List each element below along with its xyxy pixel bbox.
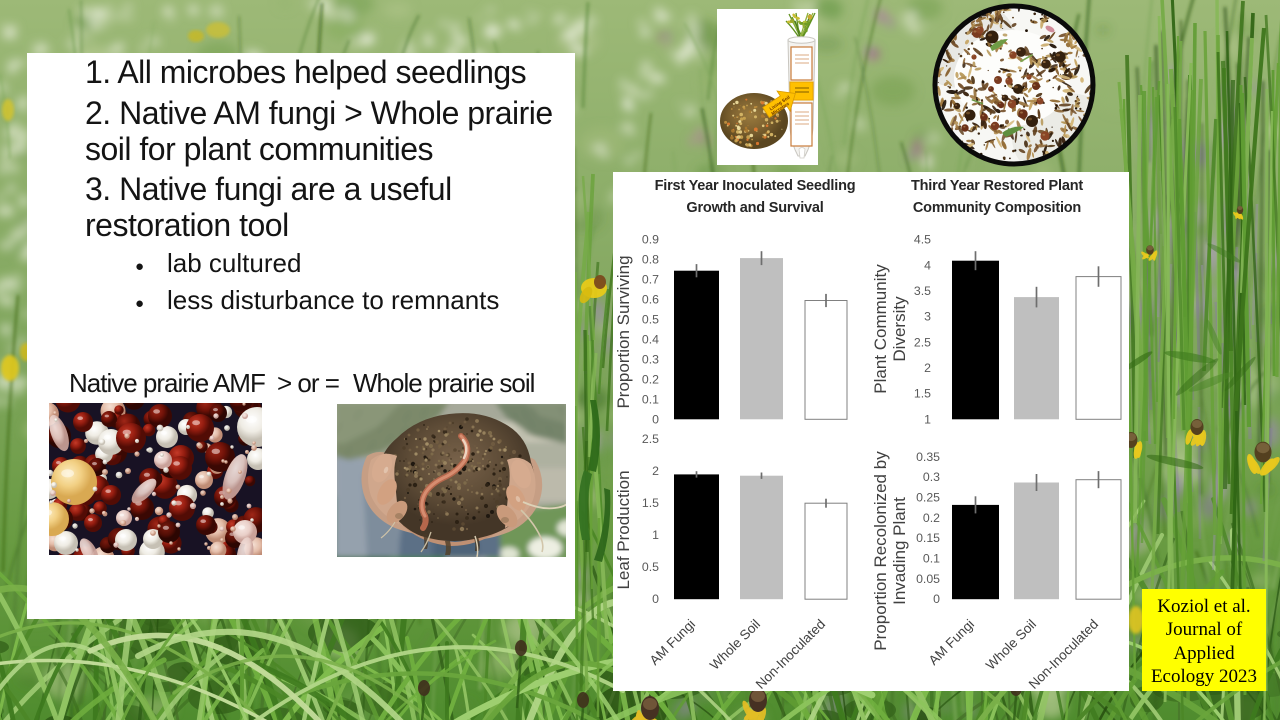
svg-text:0.8: 0.8 [642,253,659,267]
svg-text:0.5: 0.5 [642,560,659,574]
svg-text:First Year Inoculated Seedling: First Year Inoculated Seedling [655,178,856,194]
svg-text:Proportion Surviving: Proportion Surviving [614,255,633,408]
svg-text:0.25: 0.25 [916,491,940,505]
svg-text:0.2: 0.2 [642,372,659,386]
svg-text:Plant Community: Plant Community [871,264,890,394]
svg-text:1: 1 [652,528,659,542]
svg-text:0.05: 0.05 [916,572,940,586]
svg-text:0.2: 0.2 [923,511,940,525]
svg-text:Diversity: Diversity [890,296,909,362]
svg-text:4: 4 [924,258,931,272]
svg-text:Growth and Survival: Growth and Survival [686,200,823,216]
svg-text:2: 2 [652,464,659,478]
svg-text:3: 3 [924,310,931,324]
svg-text:0: 0 [933,592,940,606]
svg-text:2.5: 2.5 [642,432,659,446]
svg-text:0: 0 [652,592,659,606]
svg-text:2: 2 [924,361,931,375]
svg-text:0.3: 0.3 [923,470,940,484]
svg-text:Invading Plant: Invading Plant [890,497,909,605]
svg-text:0.9: 0.9 [642,233,659,247]
svg-text:3.5: 3.5 [914,284,931,298]
svg-text:0.7: 0.7 [642,273,659,287]
svg-text:Leaf Production: Leaf Production [614,470,633,589]
svg-text:0.4: 0.4 [642,332,659,346]
svg-text:0.15: 0.15 [916,531,940,545]
svg-text:Third Year Restored Plant: Third Year Restored Plant [911,178,1083,194]
svg-text:0.6: 0.6 [642,293,659,307]
svg-text:0.1: 0.1 [923,552,940,566]
svg-text:2.5: 2.5 [914,335,931,349]
svg-text:Community Composition: Community Composition [913,200,1081,216]
svg-text:0.5: 0.5 [642,313,659,327]
svg-text:0.3: 0.3 [642,352,659,366]
svg-text:0: 0 [652,412,659,426]
svg-text:0.35: 0.35 [916,450,940,464]
svg-text:1: 1 [924,412,931,426]
svg-text:0.1: 0.1 [642,392,659,406]
svg-text:1.5: 1.5 [914,387,931,401]
svg-text:1.5: 1.5 [642,496,659,510]
svg-text:Proportion Recolonized by: Proportion Recolonized by [871,451,890,651]
svg-text:4.5: 4.5 [914,233,931,247]
